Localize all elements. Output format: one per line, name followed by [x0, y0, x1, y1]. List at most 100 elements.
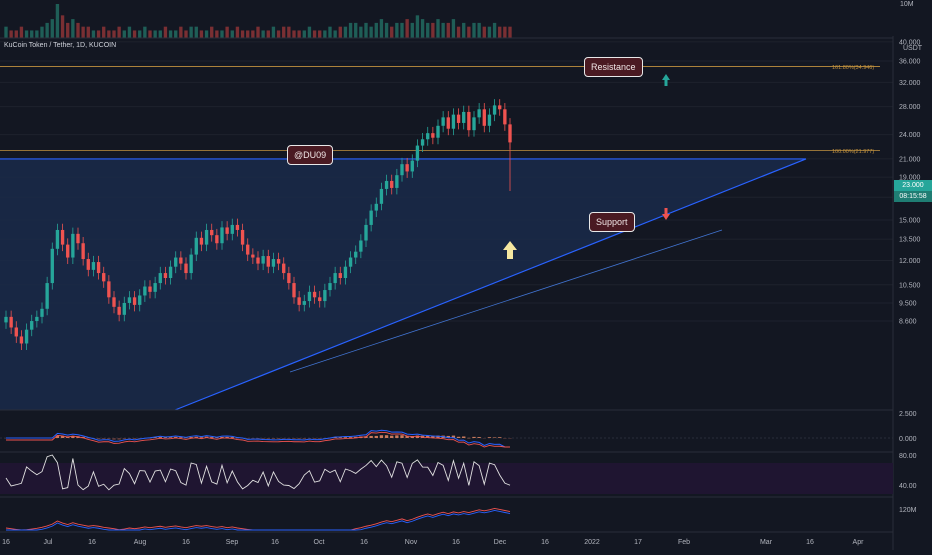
macd-hist-bar [456, 436, 461, 438]
volume-bar [50, 19, 54, 38]
candle-body [498, 105, 502, 110]
volume-bar [117, 26, 121, 38]
time-tick-label: 16 [452, 539, 460, 546]
candle-body [40, 308, 44, 317]
candle-body [122, 302, 126, 315]
axis-currency: USDT [903, 45, 923, 52]
volume-bar [66, 22, 70, 38]
macd-pane: 2.500 0.000 [0, 411, 917, 448]
volume-bar [477, 22, 481, 38]
macd-hist-bar [179, 437, 183, 438]
price-tick-label: 24.000 [899, 132, 921, 139]
macd-hist-bar [487, 437, 492, 438]
volume-bar [451, 19, 456, 38]
volume-bar [30, 30, 34, 38]
macd-hist-bar [55, 435, 60, 438]
candle-body [179, 257, 183, 264]
candle-body [343, 266, 348, 279]
rsi-line [5, 454, 511, 491]
volume-bar [410, 22, 414, 38]
candle-body [410, 160, 414, 172]
volume-bar [86, 26, 90, 38]
macd-hist-bar [138, 438, 142, 439]
candle-body [266, 256, 270, 267]
macd-hist-bar [369, 435, 373, 438]
macd-hist-bar [127, 438, 132, 439]
candle-body [86, 259, 90, 270]
volume-bar [194, 26, 198, 38]
time-tick-label: 16 [541, 539, 549, 546]
volume-bar [456, 26, 461, 38]
macd-hist-bar [256, 438, 260, 439]
volume-bar [384, 22, 389, 38]
volume-bar [127, 26, 132, 38]
volume-bar [199, 30, 204, 38]
volume-bar [35, 30, 39, 38]
volume-bar [333, 30, 337, 38]
volume-bar [246, 30, 250, 38]
volume-bar [240, 30, 245, 38]
volume-bar [174, 30, 178, 38]
time-tick-label: 16 [88, 539, 96, 546]
volume-bar [210, 26, 214, 38]
candle-body [456, 114, 461, 123]
volume-bar [4, 26, 8, 38]
candle-body [307, 291, 312, 302]
macd-hist-bar [230, 437, 234, 438]
macd-hist-bar [86, 437, 90, 439]
volume-bar [323, 30, 327, 38]
candle-body [60, 229, 65, 245]
volume-bar [230, 30, 234, 38]
time-tick-label: Aug [134, 539, 147, 546]
candle-body [127, 297, 132, 303]
volume-bar [338, 26, 342, 38]
candles [4, 99, 512, 350]
candle-body [261, 256, 265, 264]
candle-body [14, 327, 18, 337]
candle-body [199, 237, 204, 245]
time-axis[interactable]: 16 Jul 16 Aug 16 Sep 16 Oct 16 Nov 16 Dec 16 2022 17 Fe… [2, 539, 864, 546]
volume-bar [215, 30, 219, 38]
volume-bar [343, 26, 348, 38]
author-callout[interactable]: @DU09 [287, 145, 334, 165]
candle-body [81, 243, 85, 260]
candle-body [482, 109, 486, 126]
volume-bar [168, 30, 173, 38]
volume-bar [508, 26, 512, 38]
volume-bar [271, 26, 276, 38]
resistance-callout[interactable]: Resistance [584, 57, 643, 77]
volume-bar [287, 26, 291, 38]
candle-body [400, 164, 404, 176]
volume-bar [261, 30, 265, 38]
volume-tick-label: 120M [899, 507, 917, 514]
candle-body [420, 139, 425, 146]
candle-body [240, 229, 245, 245]
price-tick-label: 8.600 [899, 319, 917, 326]
candle-body [292, 283, 296, 298]
time-tick-label: 16 [271, 539, 279, 546]
candle-body [426, 133, 430, 140]
macd-line [6, 429, 510, 448]
macd-hist-bar [297, 438, 301, 439]
candle-body [174, 257, 178, 267]
macd-hist-bar [436, 435, 440, 438]
candle-body [194, 237, 198, 255]
candle-body [153, 283, 157, 292]
volume-bar [302, 30, 306, 38]
macd-hist-bar [348, 437, 353, 438]
volume-bar [138, 30, 142, 38]
down-arrow-icon [662, 208, 670, 220]
time-tick-label: Apr [853, 539, 865, 546]
macd-hist-bar [210, 437, 214, 438]
candle-body [508, 124, 512, 143]
candle-body [30, 321, 34, 330]
macd-hist-bar [199, 437, 204, 438]
candle-body [184, 263, 188, 274]
volume-bar [102, 26, 106, 38]
candle-body [333, 273, 337, 284]
macd-hist-bar [477, 437, 481, 438]
support-callout[interactable]: Support [589, 212, 635, 232]
candle-body [50, 248, 54, 284]
macd-hist-bar [96, 438, 101, 440]
